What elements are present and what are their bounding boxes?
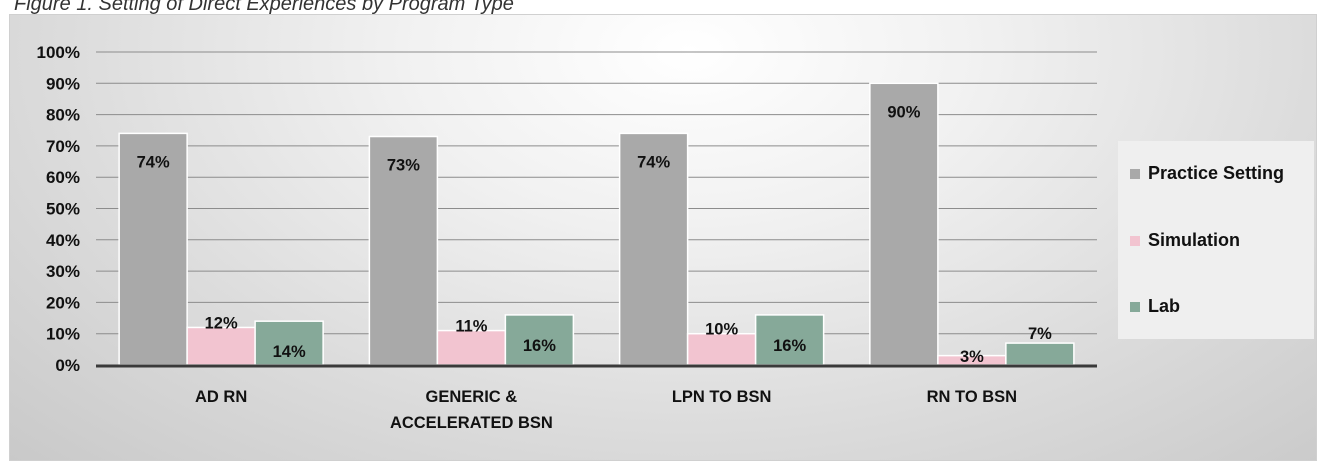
legend-swatch-simulation	[1130, 235, 1140, 246]
x-category-label: GENERIC &	[426, 388, 518, 406]
bar	[186, 326, 256, 366]
legend-swatch-lab	[1130, 301, 1140, 312]
data-label: 74%	[637, 153, 670, 171]
y-tick-label: 100%	[37, 43, 80, 62]
y-tick-label: 10%	[46, 325, 80, 344]
bar	[754, 314, 825, 366]
x-category-label: ACCELERATED BSN	[390, 414, 553, 432]
y-tick-label: 20%	[46, 293, 80, 312]
bar	[618, 132, 689, 366]
y-tick-label: 50%	[46, 200, 80, 219]
legend-item-simulation: Simulation	[1130, 230, 1240, 251]
bar	[368, 135, 439, 366]
y-tick-label: 40%	[46, 231, 80, 250]
data-label: 10%	[705, 321, 738, 339]
bar	[436, 329, 507, 366]
y-tick-label: 80%	[46, 106, 80, 125]
y-tick-label: 70%	[46, 137, 80, 156]
x-category-label: AD RN	[195, 388, 247, 406]
y-tick-label: 0%	[55, 356, 80, 375]
bar	[1005, 342, 1075, 366]
bar	[869, 82, 939, 366]
x-category-label: RN TO BSN	[927, 388, 1017, 406]
y-tick-label: 60%	[46, 168, 80, 187]
data-label: 3%	[960, 348, 984, 366]
bar	[118, 132, 188, 366]
data-label: 12%	[205, 314, 238, 332]
legend-label-lab: Lab	[1148, 296, 1181, 316]
legend-item-practice-setting: Practice Setting	[1130, 163, 1284, 184]
data-label: 16%	[773, 337, 806, 355]
data-label: 74%	[137, 153, 170, 171]
data-label: 16%	[523, 337, 556, 355]
figure-caption: Figure 1. Setting of Direct Experiences …	[14, 0, 514, 15]
legend-swatch-practice-setting	[1130, 168, 1140, 179]
data-label: 7%	[1028, 325, 1052, 343]
legend: Practice Setting Simulation Lab	[1118, 141, 1314, 339]
x-category-label: LPN TO BSN	[672, 388, 772, 406]
legend-label-simulation: Simulation	[1148, 230, 1241, 250]
y-tick-label: 90%	[46, 74, 80, 93]
legend-item-lab: Lab	[1130, 296, 1180, 317]
data-label: 14%	[273, 343, 306, 361]
bar	[686, 332, 757, 366]
data-label: 11%	[455, 318, 487, 336]
legend-label-practice-setting: Practice Setting	[1148, 163, 1285, 183]
y-tick-label: 30%	[46, 262, 80, 281]
data-label: 90%	[887, 103, 920, 121]
data-label: 73%	[387, 157, 420, 175]
